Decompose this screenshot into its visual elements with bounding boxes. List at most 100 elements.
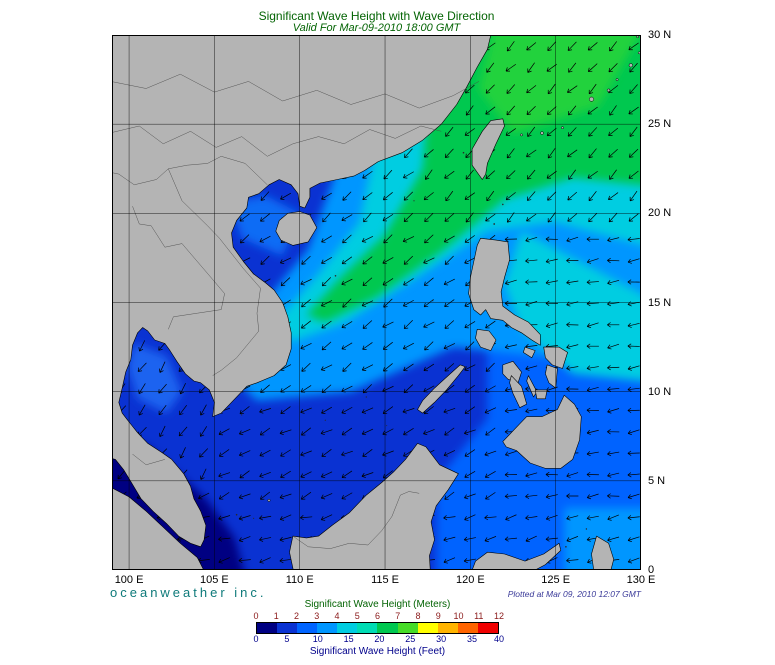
wave-direction-arrow: [504, 344, 517, 350]
wave-direction-arrow: [238, 428, 251, 436]
wave-direction-arrow: [505, 63, 517, 72]
small-island: [628, 63, 633, 68]
wave-direction-arrow: [627, 493, 640, 500]
wave-direction-arrow: [342, 298, 352, 308]
wave-direction-arrow: [627, 343, 640, 349]
wave-direction-arrow: [199, 404, 207, 416]
wave-direction-arrow: [607, 536, 620, 542]
wave-direction-arrow: [445, 190, 454, 202]
landmass-borneo: [289, 443, 459, 570]
meter-tick: 10: [453, 611, 464, 621]
wave-direction-arrow: [341, 256, 353, 265]
wave-direction-arrow: [137, 362, 147, 372]
meter-tick: 0: [253, 611, 259, 621]
wave-direction-arrow: [443, 515, 456, 521]
longitude-axis-labels: 100 E 105 E 110 E 115 E 120 E 125 E 130 E: [112, 574, 656, 588]
small-island: [606, 88, 611, 92]
wave-direction-arrow: [300, 278, 312, 286]
wave-direction-arrow: [485, 362, 495, 372]
wave-direction-arrow: [485, 492, 496, 500]
wave-direction-arrow: [627, 365, 640, 371]
wave-direction-arrow: [341, 406, 353, 414]
wave-direction-arrow: [607, 493, 620, 499]
wave-direction-arrow: [609, 169, 617, 180]
wave-direction-arrow: [300, 491, 312, 500]
wave-map: [112, 35, 641, 570]
wave-direction-arrow: [443, 536, 456, 542]
wave-direction-arrow: [568, 62, 577, 73]
wave-direction-arrow: [567, 191, 578, 201]
meter-tick: 8: [415, 611, 421, 621]
wave-direction-arrow: [484, 536, 497, 543]
landmass-taiwan: [471, 118, 505, 180]
feet-tick: 35: [467, 634, 478, 644]
lon-tick-label: 125 E: [541, 574, 571, 586]
wave-direction-arrow: [341, 427, 353, 436]
wave-direction-arrow: [321, 384, 332, 393]
valid-time-subtitle: Valid For Mar-09-2010 18:00 GMT: [292, 22, 461, 34]
wave-direction-arrow: [260, 213, 270, 222]
wave-direction-arrow: [279, 536, 292, 542]
wave-direction-arrow: [588, 191, 597, 202]
lat-tick-label: 30 N: [648, 29, 672, 41]
wave-direction-arrow: [607, 301, 620, 307]
wave-direction-arrow: [239, 470, 250, 479]
wave-direction-arrow: [566, 386, 579, 392]
wave-direction-arrow: [525, 258, 538, 264]
small-island: [235, 513, 238, 516]
wave-direction-arrow: [301, 298, 311, 308]
wave-direction-arrow: [629, 148, 639, 158]
wave-direction-arrow: [404, 148, 413, 159]
feet-tick: 30: [436, 634, 447, 644]
small-island: [334, 275, 337, 277]
feet-tick: 15: [343, 634, 354, 644]
colorbar-segment: [377, 623, 398, 633]
wave-direction-arrow: [629, 190, 638, 202]
wave-direction-arrow: [629, 62, 638, 73]
wave-direction-arrow: [444, 427, 455, 436]
wave-direction-arrow: [300, 385, 312, 393]
wave-direction-arrow: [485, 213, 496, 222]
landmass-halmahera: [591, 535, 615, 570]
wave-direction-arrow: [627, 279, 640, 285]
wave-direction-arrow: [279, 493, 292, 500]
wave-direction-arrow: [627, 472, 640, 478]
wave-direction-arrow: [547, 41, 557, 52]
wave-direction-arrow: [526, 85, 537, 94]
meter-tick: 11: [474, 611, 484, 621]
wave-direction-arrow: [424, 212, 434, 223]
wave-direction-arrow: [218, 449, 230, 457]
wave-direction-arrow: [566, 344, 579, 350]
wave-direction-arrow: [627, 236, 640, 243]
wave-direction-arrow: [362, 449, 373, 457]
country-border: [132, 206, 225, 330]
wave-direction-arrow: [444, 255, 454, 265]
wave-direction-arrow: [342, 191, 352, 201]
wave-direction-arrow: [464, 449, 476, 457]
wave-direction-arrow: [485, 320, 496, 329]
wave-direction-arrow: [485, 84, 495, 94]
wave-direction-arrow: [218, 536, 231, 542]
wave-direction-arrow: [464, 406, 476, 414]
wave-direction-arrow: [402, 342, 415, 350]
wave-direction-arrow: [238, 557, 251, 563]
feet-tick: 40: [493, 634, 505, 644]
colorbar-segment: [437, 623, 458, 633]
wave-direction-arrow: [568, 105, 577, 116]
wave-direction-arrow: [341, 214, 353, 222]
wave-direction-arrow: [607, 472, 620, 478]
wave-direction-arrow: [198, 492, 210, 500]
country-borders: [112, 73, 480, 549]
wave-direction-arrow: [567, 41, 577, 51]
wave-direction-arrow: [403, 191, 414, 201]
wave-direction-arrow: [464, 235, 475, 243]
wave-direction-arrow: [567, 213, 578, 222]
wave-direction-arrow: [547, 212, 556, 223]
wave-direction-arrow: [321, 235, 332, 243]
wave-direction-arrow: [627, 536, 640, 543]
wave-direction-arrow: [588, 148, 597, 159]
wave-direction-arrow: [321, 341, 332, 351]
wave-direction-arrow: [443, 343, 456, 350]
wave-direction-arrow: [403, 428, 414, 436]
